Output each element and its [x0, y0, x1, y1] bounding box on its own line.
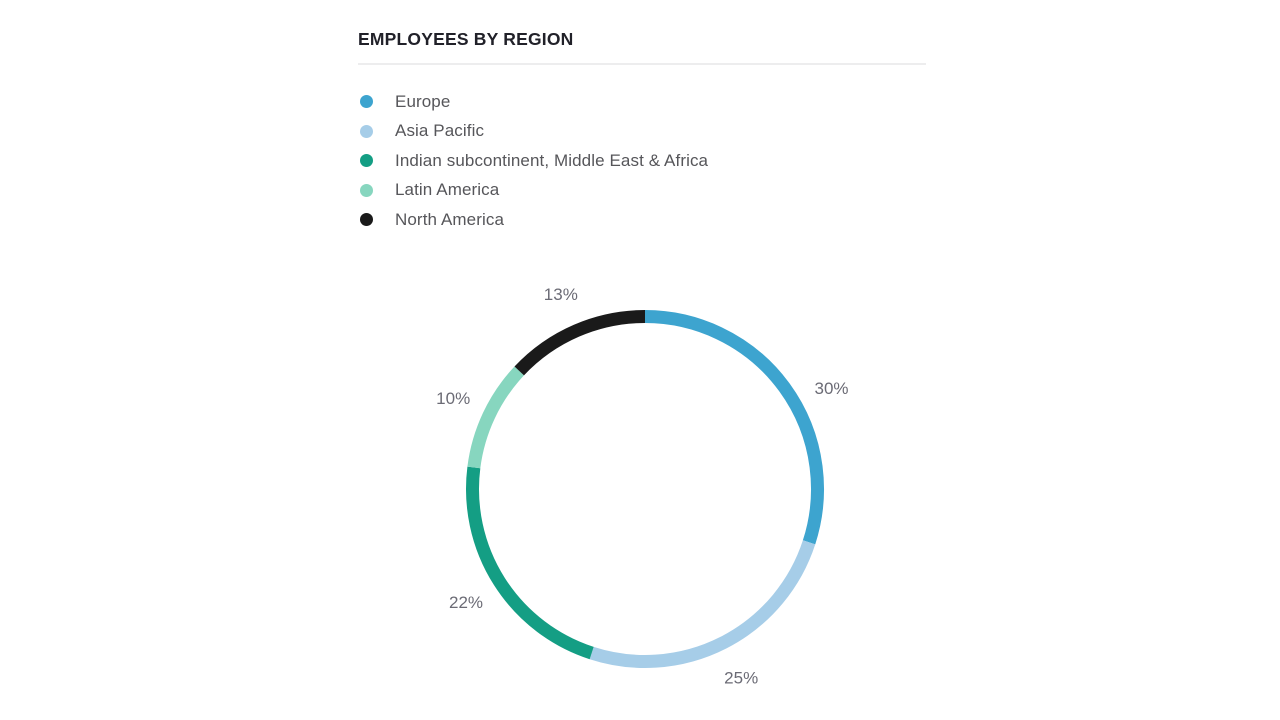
chart-title: EMPLOYEES BY REGION [358, 29, 574, 49]
title-divider [358, 63, 926, 65]
chart-panel: EMPLOYEES BY REGION Europe Asia Pacific … [358, 28, 926, 235]
legend-label-asia-pacific: Asia Pacific [395, 121, 485, 141]
legend-item-asia-pacific: Asia Pacific [360, 117, 926, 147]
legend-label-europe: Europe [395, 91, 451, 111]
legend-label-imea: Indian subcontinent, Middle East & Afric… [395, 150, 709, 170]
legend-item-latin-america: Latin America [360, 176, 926, 206]
donut-value-label-imea: 22% [449, 593, 483, 612]
donut-segment-latin-america [467, 366, 525, 469]
donut-segment-imea [466, 466, 594, 660]
legend-dot-imea-icon [360, 154, 373, 168]
legend-dot-europe-icon [360, 95, 373, 109]
legend-dot-asia-pacific-icon [360, 124, 373, 138]
legend-label-north-america: North America [395, 209, 505, 229]
legend-dot-north-america-icon [360, 213, 373, 227]
legend-dot-latin-america-icon [360, 183, 373, 197]
donut-value-label-north-america: 13% [544, 285, 578, 304]
donut-value-label-latin-america: 10% [436, 389, 470, 408]
chart-legend: Europe Asia Pacific Indian subcontinent,… [360, 87, 926, 235]
donut-chart: 30% 25% 22% 10% 13% [436, 285, 848, 688]
legend-item-europe: Europe [360, 87, 926, 117]
legend-item-imea: Indian subcontinent, Middle East & Afric… [360, 146, 926, 176]
legend-item-north-america: North America [360, 205, 926, 235]
donut-value-label-europe: 30% [814, 379, 848, 398]
donut-value-label-asia-pacific: 25% [724, 668, 758, 687]
donut-segment-asia-pacific [589, 540, 816, 669]
legend-label-latin-america: Latin America [395, 180, 500, 200]
donut-segment-europe [644, 310, 825, 545]
donut-segment-north-america [514, 310, 646, 376]
